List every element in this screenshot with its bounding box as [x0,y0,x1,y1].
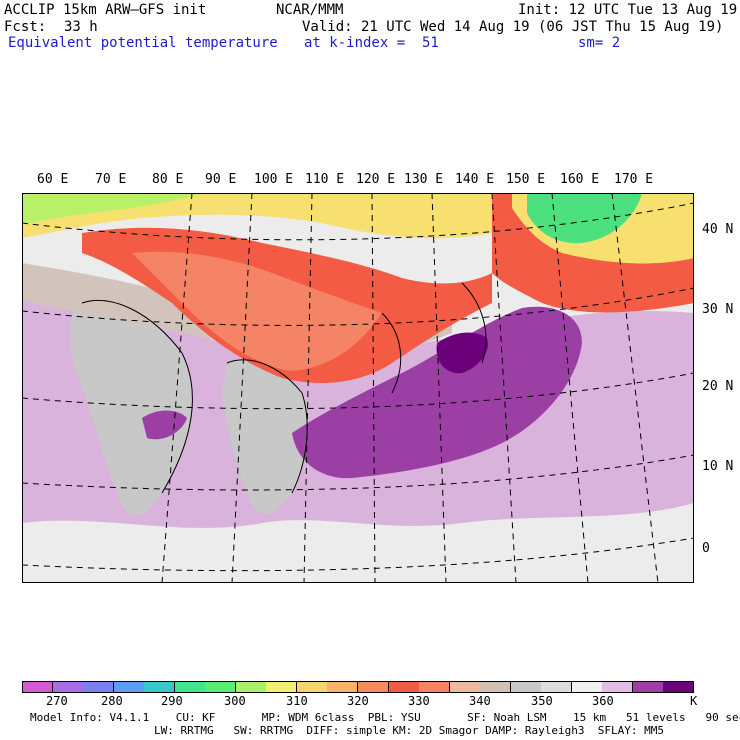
lat-label: 40 N [702,222,734,237]
lon-label: 80 E [152,172,184,187]
colorbar-segment [22,681,54,693]
colorbar-segment [235,681,267,693]
lat-label: 20 N [702,379,734,394]
colorbar-tick: 320 [347,694,369,708]
colorbar-segment [205,681,237,693]
lon-label: 170 E [614,172,654,187]
dark-purple-region [436,332,488,374]
colorbar-segment [52,681,84,693]
colorbar-segment [480,681,512,693]
india-land [70,300,193,516]
smoothing-label: sm= 2 [578,35,621,51]
colorbar-tick: 300 [224,694,246,708]
model-title: ACCLIP 15km ARW–GFS init [4,2,207,18]
colorbar-frame [22,681,694,693]
model-info-line1: Model Info: V4.1.1 CU: KF MP: WDM 6class… [30,711,740,724]
colorbar-segment [174,681,206,693]
map-frame [22,193,694,583]
colorbar-segment [358,681,390,693]
colorbar-segment [632,681,664,693]
colorbar-tick: 360 [592,694,614,708]
colorbar-tick: 350 [531,694,553,708]
forecast-hours: 33 h [64,19,98,35]
model-info-line2: LW: RRTMG SW: RRTMG DIFF: simple KM: 2D … [154,724,664,737]
level-index: at k-index = 51 [304,35,439,51]
colorbar-segment [571,681,603,693]
forecast-label: Fcst: [4,19,47,35]
colorbar-segment [296,681,328,693]
bay-purple-patch [142,410,187,440]
colorbar-segment [266,681,298,693]
init-time: Init: 12 UTC Tue 13 Aug 19 [518,2,738,18]
lon-label: 120 E [356,172,396,187]
colorbar-tick: 310 [286,694,308,708]
colorbar-segment [388,681,420,693]
colorbar-tick: 340 [469,694,491,708]
theta-e-map [22,193,694,583]
purple-region [292,306,582,479]
colorbar-segment [113,681,145,693]
lon-label: 160 E [560,172,600,187]
lon-label: 150 E [506,172,546,187]
colorbar-segment [419,681,451,693]
colorbar-segment [327,681,359,693]
colorbar-segment [449,681,481,693]
orange-region [132,251,382,371]
colorbar-tick: 290 [161,694,183,708]
colorbar-tick: 280 [101,694,123,708]
lat-label: 30 N [702,302,734,317]
lat-label: 0 [702,541,710,556]
valid-time: Valid: 21 UTC Wed 14 Aug 19 (06 JST Thu … [302,19,724,35]
lon-label: 140 E [455,172,495,187]
lon-label: 130 E [404,172,444,187]
lon-label: 90 E [205,172,237,187]
center-label: NCAR/MMM [276,2,344,18]
colorbar-segment [510,681,542,693]
lon-label: 100 E [254,172,294,187]
lon-label: 70 E [95,172,127,187]
field-name: Equivalent potential temperature [8,35,278,51]
indochina-land [222,359,308,514]
colorbar-segment [541,681,573,693]
lon-label: 110 E [305,172,345,187]
lat-label: 10 N [702,459,734,474]
lon-label: 60 E [37,172,69,187]
colorbar-segment [144,681,176,693]
colorbar-segment [83,681,115,693]
colorbar-tick: 330 [408,694,430,708]
light-green-region [22,193,202,225]
colorbar-unit: K [690,694,698,708]
coastline [81,282,487,494]
graticule [22,193,694,583]
colorbar [22,681,695,693]
colorbar-tick: 270 [46,694,68,708]
colorbar-segment [602,681,634,693]
